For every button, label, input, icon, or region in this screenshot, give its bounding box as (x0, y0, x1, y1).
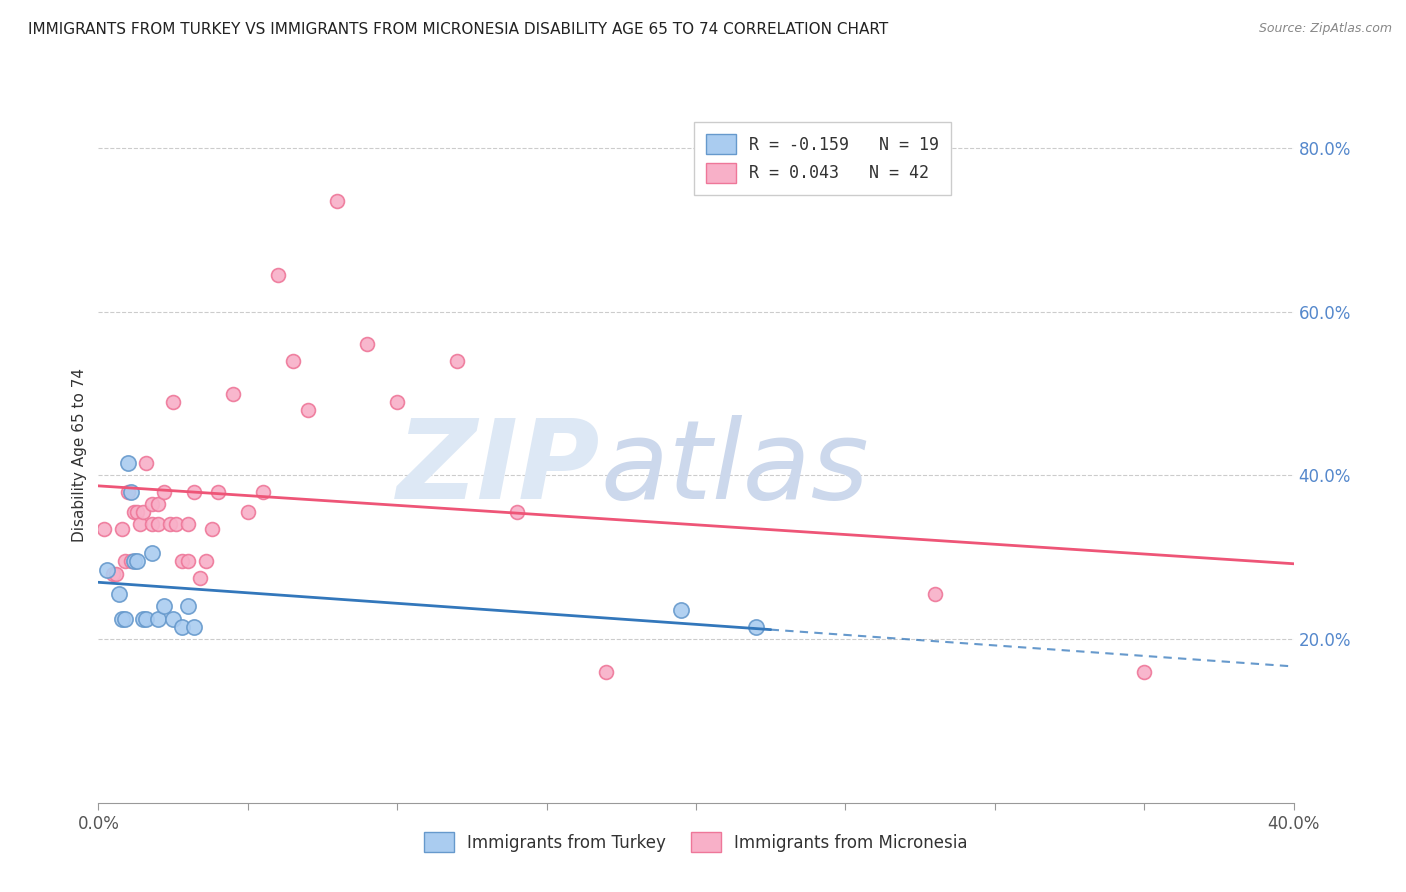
Point (148, 612, 170, 626)
Point (120, 554, 142, 568)
Point (385, 394, 409, 409)
Point (132, 505, 155, 519)
Point (132, 612, 155, 626)
Point (114, 554, 136, 568)
Text: Source: ZipAtlas.com: Source: ZipAtlas.com (1258, 22, 1392, 36)
Point (111, 612, 134, 626)
Point (183, 620, 205, 634)
Point (129, 517, 152, 532)
Point (924, 587, 946, 601)
Point (252, 484, 274, 499)
Point (108, 587, 131, 601)
Point (236, 505, 259, 519)
Point (120, 484, 142, 499)
Point (159, 517, 181, 532)
Point (1133, 665, 1156, 679)
Point (117, 456, 139, 470)
Point (446, 353, 468, 368)
Point (141, 497, 163, 511)
Point (177, 554, 200, 568)
Point (745, 620, 768, 634)
Point (281, 353, 304, 368)
Point (141, 517, 163, 532)
Point (194, 554, 218, 568)
Point (93, 522, 115, 536)
Point (148, 517, 170, 532)
Point (326, 194, 349, 209)
Point (135, 456, 157, 470)
Point (177, 599, 200, 614)
Point (162, 612, 184, 626)
Point (162, 394, 184, 409)
Point (172, 620, 194, 634)
Point (124, 505, 146, 519)
Point (207, 484, 229, 499)
Text: ZIP: ZIP (396, 416, 600, 523)
Point (103, 566, 125, 581)
Point (141, 546, 163, 560)
Point (506, 505, 529, 519)
Point (127, 554, 149, 568)
Point (222, 386, 245, 401)
Point (356, 337, 378, 351)
Point (669, 603, 692, 617)
Point (117, 484, 139, 499)
Point (297, 403, 319, 417)
Point (135, 612, 157, 626)
Point (267, 268, 290, 282)
Point (595, 665, 617, 679)
Point (201, 522, 224, 536)
Y-axis label: Disability Age 65 to 74: Disability Age 65 to 74 (72, 368, 87, 542)
Point (183, 484, 205, 499)
Point (114, 612, 136, 626)
Point (111, 522, 134, 536)
Text: atlas: atlas (600, 416, 869, 523)
Point (188, 571, 211, 585)
Point (172, 554, 194, 568)
Point (105, 566, 128, 581)
Point (127, 505, 149, 519)
Point (177, 517, 200, 532)
Legend: Immigrants from Turkey, Immigrants from Micronesia: Immigrants from Turkey, Immigrants from … (416, 823, 976, 861)
Point (153, 484, 176, 499)
Point (153, 599, 176, 614)
Point (124, 554, 146, 568)
Point (165, 517, 187, 532)
Point (96, 562, 118, 576)
Point (148, 497, 170, 511)
Text: IMMIGRANTS FROM TURKEY VS IMMIGRANTS FROM MICRONESIA DISABILITY AGE 65 TO 74 COR: IMMIGRANTS FROM TURKEY VS IMMIGRANTS FRO… (28, 22, 889, 37)
